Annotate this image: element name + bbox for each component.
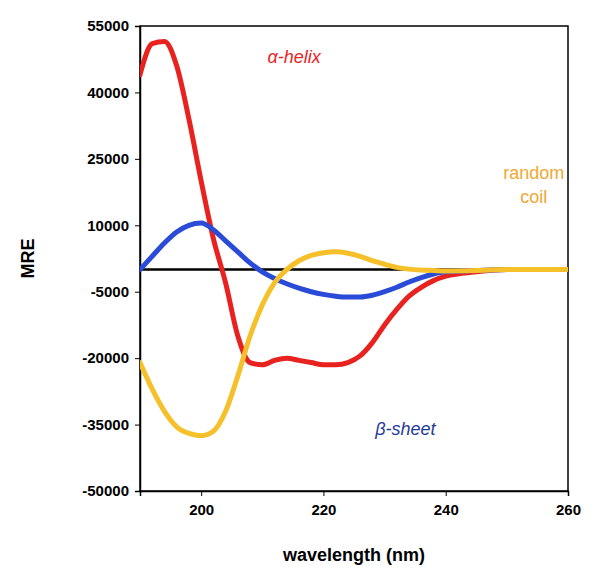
x-tick-label: 240 <box>434 501 459 518</box>
annotation: randomcoil <box>503 163 564 206</box>
x-tick-label: 200 <box>189 501 214 518</box>
y-tick-mark <box>135 225 140 226</box>
x-tick: 240 <box>434 491 459 518</box>
y-tick-label: 25000 <box>87 150 129 167</box>
x-tick: 200 <box>189 491 214 518</box>
x-tick-mark <box>201 491 202 496</box>
y-tick-label: 55000 <box>87 17 129 34</box>
y-axis-line <box>135 27 141 492</box>
x-tick-mark <box>446 491 447 496</box>
y-tick: -5000 <box>91 283 140 300</box>
y-tick-mark <box>135 425 140 426</box>
y-tick-label: -35000 <box>82 416 129 433</box>
chart: -50000 -35000 -20000 -5000 10000 25000 40000 55… <box>0 0 594 573</box>
series-line <box>140 223 568 297</box>
y-tick-label: -5000 <box>91 283 129 300</box>
y-tick: 25000 <box>87 150 140 167</box>
y-tick: -20000 <box>82 349 140 366</box>
x-tick-label: 260 <box>556 501 581 518</box>
y-tick: 10000 <box>87 217 140 234</box>
y-tick-label: -50000 <box>82 482 129 499</box>
y-tick-mark <box>135 491 140 492</box>
y-tick-label: 40000 <box>87 84 129 101</box>
y-tick: 40000 <box>87 84 140 101</box>
annotation: α-helix <box>267 47 321 67</box>
y-tick-label: -20000 <box>82 349 129 366</box>
plot: -50000 -35000 -20000 -5000 10000 25000 40000 55… <box>82 17 581 517</box>
y-tick-mark <box>135 292 140 293</box>
data-layer <box>140 42 568 436</box>
x-tick: 260 <box>556 491 581 518</box>
y-tick-mark <box>135 26 140 27</box>
y-axis: -50000 -35000 -20000 -5000 10000 25000 40000 55… <box>82 17 140 499</box>
annotation: β-sheet <box>374 419 436 439</box>
x-tick-mark <box>568 491 569 496</box>
x-tick: 220 <box>311 491 336 518</box>
series-line <box>140 42 568 365</box>
y-tick-label: 10000 <box>87 217 129 234</box>
plot-frame <box>140 26 568 491</box>
x-axis-line <box>141 492 569 497</box>
x-tick-label: 220 <box>311 501 336 518</box>
series-line <box>140 252 568 436</box>
x-axis-title: wavelength (nm) <box>282 545 425 565</box>
y-tick: -35000 <box>82 416 140 433</box>
y-tick-mark <box>135 159 140 160</box>
x-axis: 200 220 240 260 <box>141 491 582 518</box>
annotations: α-helix randomcoil β-sheet <box>267 47 564 439</box>
y-tick: 55000 <box>87 17 140 34</box>
y-tick: -50000 <box>82 482 140 499</box>
y-tick-mark <box>135 92 140 93</box>
x-tick-mark <box>323 491 324 496</box>
y-axis-title: MRE <box>18 239 38 279</box>
y-tick-mark <box>135 358 140 359</box>
